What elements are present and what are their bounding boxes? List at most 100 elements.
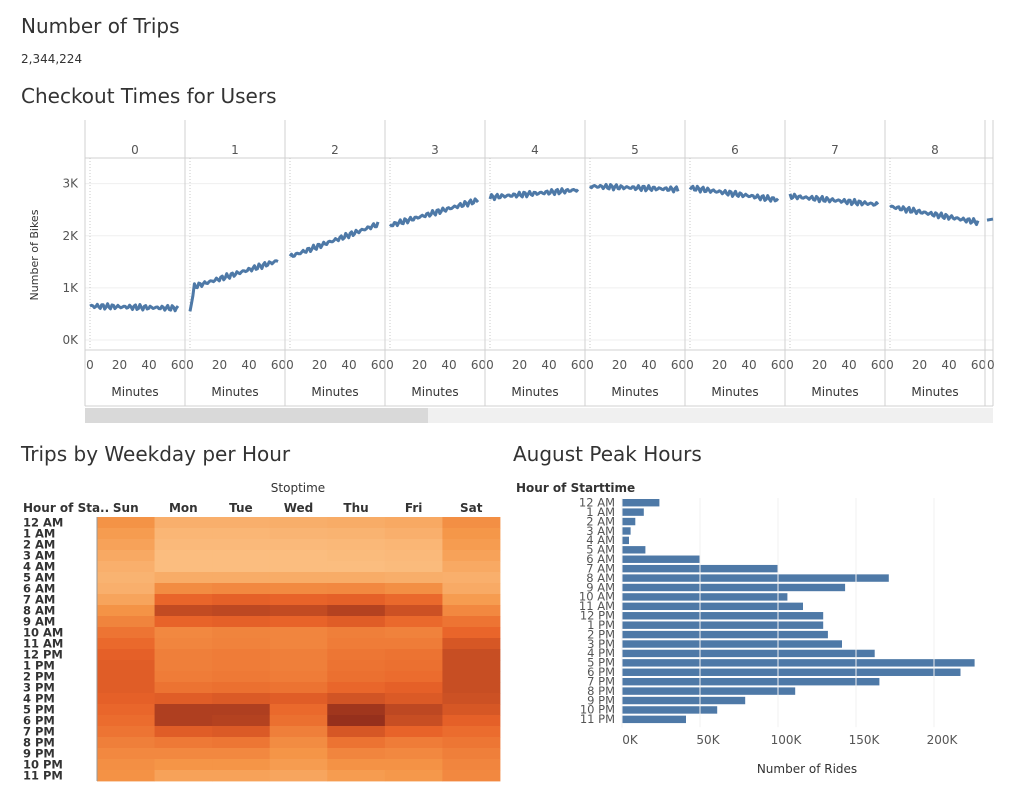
heatmap-cell bbox=[154, 693, 213, 705]
heatmap-cell bbox=[384, 748, 443, 760]
hour-row-label: 9 PM bbox=[23, 747, 55, 761]
x-tick-label: 0K bbox=[622, 733, 639, 747]
x-tick-label: 40 bbox=[641, 358, 656, 372]
heatmap-cell bbox=[212, 561, 271, 573]
heatmap-cell bbox=[212, 770, 271, 782]
bar-2-am bbox=[622, 517, 636, 526]
x-tick-label: 40 bbox=[541, 358, 556, 372]
heatmap-cell bbox=[442, 550, 501, 562]
hour-row-label: 11 AM bbox=[579, 599, 615, 613]
hour-row-label: 8 AM bbox=[586, 571, 615, 585]
heatmap-cell bbox=[212, 704, 271, 716]
heatmap-cell bbox=[327, 660, 386, 672]
hour-row-label: 4 AM bbox=[23, 560, 55, 574]
scrollbar-thumb[interactable] bbox=[85, 408, 428, 423]
x-tick-label: 60 bbox=[371, 358, 386, 372]
panel-header-label: 0 bbox=[131, 143, 139, 157]
heatmap-cell bbox=[327, 517, 386, 529]
heatmap-cell bbox=[384, 737, 443, 749]
heatmap-cell bbox=[327, 704, 386, 716]
hour-row-label: 4 PM bbox=[23, 692, 55, 706]
hour-row-label: 10 PM bbox=[580, 703, 615, 717]
heatmap-cell bbox=[442, 616, 501, 628]
series-line-panel-4 bbox=[488, 187, 580, 202]
bar-6-pm bbox=[622, 668, 961, 676]
x-tick-label: 20 bbox=[512, 358, 527, 372]
heatmap-cell bbox=[154, 572, 213, 584]
heatmap-cell bbox=[384, 605, 443, 617]
hour-row-label: 5 AM bbox=[23, 571, 55, 585]
heatmap-cell bbox=[327, 627, 386, 639]
heatmap-cell bbox=[327, 671, 386, 683]
hour-row-label: 4 AM bbox=[586, 533, 615, 547]
x-tick-label: 40 bbox=[841, 358, 856, 372]
row-header: Hour of Sta.. bbox=[23, 501, 109, 515]
day-column-label: Sat bbox=[460, 501, 483, 515]
heatmap-cell bbox=[154, 528, 213, 540]
heatmap-cell bbox=[212, 726, 271, 738]
bar-12-am bbox=[622, 499, 660, 507]
hour-row-label: 2 PM bbox=[23, 670, 55, 684]
heatmap-cell bbox=[97, 671, 155, 683]
x-tick-label: 40 bbox=[941, 358, 956, 372]
heatmap-cell bbox=[154, 770, 213, 782]
heatmap-cell bbox=[442, 583, 501, 595]
x-tick-label: 20 bbox=[612, 358, 627, 372]
kpi-title: Number of Trips bbox=[21, 14, 180, 38]
heatmap-cell bbox=[384, 704, 443, 716]
heatmap-cell bbox=[269, 539, 328, 551]
heatmap-cell bbox=[269, 682, 328, 694]
heatmap-cell bbox=[97, 759, 155, 771]
row-header: Hour of Starttime bbox=[516, 481, 635, 495]
x-axis-title: Minutes bbox=[411, 385, 458, 399]
heatmap-cell bbox=[327, 605, 386, 617]
bar-1-pm bbox=[622, 621, 824, 629]
heatmap-cell bbox=[212, 539, 271, 551]
x-tick-label: 40 bbox=[741, 358, 756, 372]
heatmap-cell bbox=[97, 605, 155, 617]
checkout-chart-title: Checkout Times for Users bbox=[21, 84, 277, 108]
hour-row-label: 7 PM bbox=[587, 674, 615, 688]
hour-row-label: 4 PM bbox=[587, 646, 615, 660]
heatmap-cell bbox=[212, 748, 271, 760]
heatmap-cell bbox=[327, 583, 386, 595]
hour-row-label: 1 AM bbox=[23, 527, 55, 541]
y-tick-label: 1K bbox=[62, 281, 79, 295]
heatmap-cell bbox=[154, 737, 213, 749]
x-tick-label: 20 bbox=[412, 358, 427, 372]
heatmap-cell bbox=[212, 671, 271, 683]
heatmap-cell bbox=[212, 616, 271, 628]
heatmap-cell bbox=[327, 550, 386, 562]
hour-row-label: 7 AM bbox=[23, 593, 55, 607]
kpi-value: 2,344,224 bbox=[21, 52, 83, 66]
heatmap-cell bbox=[97, 561, 155, 573]
hour-row-label: 7 PM bbox=[23, 725, 55, 739]
x-tick-label: 40 bbox=[441, 358, 456, 372]
heatmap-cell bbox=[97, 737, 155, 749]
hour-row-label: 1 PM bbox=[23, 659, 55, 673]
heatmap-cell bbox=[154, 660, 213, 672]
x-tick-label: 0 bbox=[686, 358, 694, 372]
x-tick-label: 0 bbox=[886, 358, 894, 372]
heatmap-cell bbox=[442, 528, 501, 540]
hour-row-label: 11 AM bbox=[23, 637, 63, 651]
heatmap-cell bbox=[442, 715, 501, 727]
heatmap-cell bbox=[154, 759, 213, 771]
hour-row-label: 2 PM bbox=[587, 627, 615, 641]
heatmap-cell bbox=[154, 638, 213, 650]
heatmap-cell bbox=[442, 605, 501, 617]
heatmap-cell bbox=[212, 759, 271, 771]
hour-row-label: 9 AM bbox=[23, 615, 55, 629]
heatmap-cell bbox=[154, 649, 213, 661]
series-line-panel-5 bbox=[588, 183, 680, 194]
heatmap-cell bbox=[154, 682, 213, 694]
heatmap-cell bbox=[154, 715, 213, 727]
hour-row-label: 5 AM bbox=[586, 543, 615, 557]
heatmap-cell bbox=[327, 594, 386, 606]
x-tick-label: 150K bbox=[849, 733, 881, 747]
heatmap-cell bbox=[327, 748, 386, 760]
x-axis-title: Minutes bbox=[111, 385, 158, 399]
heatmap-cell bbox=[384, 660, 443, 672]
x-tick-label: 20 bbox=[812, 358, 827, 372]
x-axis-title: Minutes bbox=[611, 385, 658, 399]
